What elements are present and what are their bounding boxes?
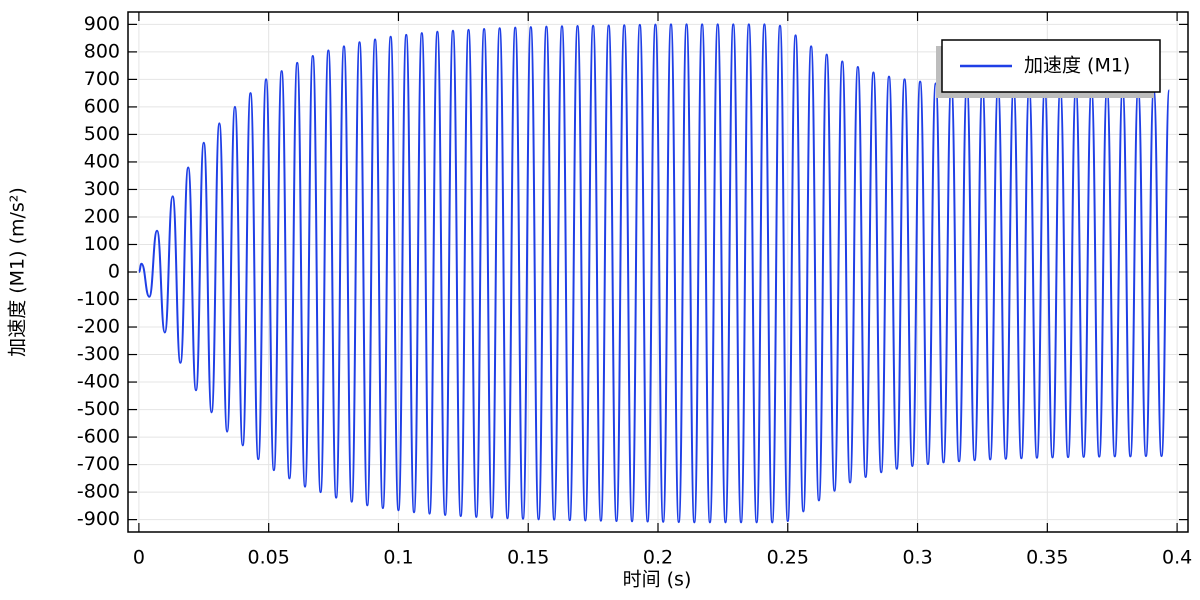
y-tick-label: 500 (84, 123, 120, 145)
y-tick-label: -300 (77, 343, 120, 365)
y-tick-label: 800 (84, 40, 120, 62)
data-line (137, 23, 1171, 524)
y-tick-label: 0 (108, 261, 120, 283)
y-tick-label: 100 (84, 233, 120, 255)
x-axis-title: 时间 (s) (623, 569, 692, 591)
y-tick-label: 900 (84, 13, 120, 35)
x-tick-label: 0.4 (1162, 547, 1192, 569)
y-tick-label: -200 (77, 316, 120, 338)
y-tick-label: -100 (77, 288, 120, 310)
y-axis-title: 加速度 (M1) (m/s²) (7, 187, 29, 357)
x-tick-label: 0.35 (1026, 547, 1068, 569)
y-tick-label: -500 (77, 398, 120, 420)
plot-frame (127, 11, 1189, 533)
legend: 加速度 (M1) (936, 39, 1161, 98)
y-tick-label: 600 (84, 95, 120, 117)
x-tick-label: 0 (133, 547, 145, 569)
x-tick-label: 0.15 (507, 547, 549, 569)
y-tick-label: -600 (77, 426, 120, 448)
y-tick-label: -900 (77, 508, 120, 530)
x-tick-label: 0.3 (902, 547, 932, 569)
y-tick-label: 200 (84, 205, 120, 227)
y-tick-label: 700 (84, 68, 120, 90)
y-tick-label: -400 (77, 371, 120, 393)
x-tick-label: 0.1 (383, 547, 413, 569)
y-tick-label: 400 (84, 150, 120, 172)
y-tick-label: 300 (84, 178, 120, 200)
x-tick-label: 0.05 (248, 547, 290, 569)
legend-label: 加速度 (M1) (1024, 55, 1130, 77)
y-tick-label: -800 (77, 481, 120, 503)
x-tick-label: 0.2 (643, 547, 673, 569)
y-tick-label: -700 (77, 453, 120, 475)
x-tick-label: 0.25 (767, 547, 809, 569)
